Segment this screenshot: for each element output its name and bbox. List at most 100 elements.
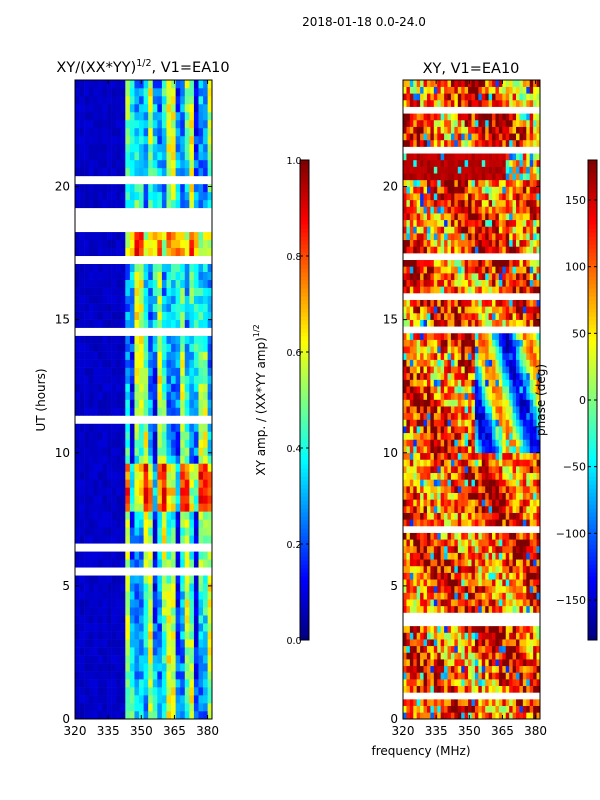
heatmap-cell	[433, 286, 438, 294]
heatmap-cell	[471, 426, 476, 434]
heatmap-cell	[444, 273, 448, 280]
heatmap-cell	[175, 95, 181, 105]
heatmap-cell	[502, 506, 507, 513]
heatmap-cell	[444, 565, 448, 573]
heatmap-cell	[111, 527, 117, 536]
heatmap-cell	[440, 279, 445, 287]
heatmap-cell	[93, 383, 99, 392]
heatmap-cell	[161, 391, 167, 400]
heatmap-cell	[481, 273, 486, 280]
heatmap-cell	[526, 439, 531, 447]
heatmap-cell	[454, 605, 459, 613]
heatmap-cell	[420, 506, 424, 513]
heatmap-cell	[157, 263, 163, 272]
heatmap-cell	[461, 552, 465, 560]
heatmap-cell	[207, 703, 213, 712]
heatmap-cell	[134, 279, 140, 288]
heatmap-cell	[492, 559, 496, 567]
heatmap-cell	[416, 392, 421, 400]
heatmap-cell	[166, 231, 172, 241]
heatmap-cell	[143, 623, 149, 632]
heatmap-cell	[193, 479, 199, 488]
heatmap-cell	[193, 311, 199, 320]
heatmap-cell	[180, 503, 186, 512]
heatmap-cell	[198, 439, 204, 448]
heatmap-cell	[134, 679, 140, 688]
heatmap-cell	[139, 80, 144, 89]
heatmap-cell	[440, 605, 445, 613]
heatmap-cell	[107, 431, 112, 440]
heatmap-cell	[171, 239, 176, 249]
heatmap-cell	[478, 352, 483, 360]
heatmap-cell	[485, 585, 489, 593]
heatmap-cell	[93, 663, 99, 672]
heatmap-cell	[125, 599, 131, 608]
heatmap-cell	[468, 306, 472, 314]
heatmap-cell	[139, 607, 144, 616]
heatmap-cell	[478, 479, 483, 487]
heatmap-cell	[84, 111, 90, 121]
heatmap-cell	[97, 303, 103, 312]
colorbar-step	[300, 172, 309, 177]
heatmap-cell	[171, 383, 176, 392]
heatmap-cell	[198, 167, 204, 177]
heatmap-cell	[533, 705, 537, 713]
heatmap-cell	[450, 652, 455, 660]
heatmap-cell	[198, 535, 204, 544]
heatmap-cell	[166, 247, 172, 257]
heatmap-cell	[450, 506, 455, 513]
heatmap-cell	[464, 565, 469, 573]
heatmap-cell	[171, 623, 176, 632]
heatmap-cell	[139, 359, 144, 368]
heatmap-cell	[509, 712, 513, 720]
heatmap-cell	[498, 486, 503, 493]
heatmap-cell	[198, 199, 204, 209]
heatmap-cell	[148, 551, 154, 560]
heatmap-cell	[512, 506, 517, 513]
heatmap-cell	[403, 599, 407, 607]
heatmap-cell	[171, 671, 176, 680]
heatmap-cell	[125, 679, 131, 688]
heatmap-cell	[478, 665, 483, 673]
heatmap-cell	[129, 343, 135, 352]
heatmap-cell	[403, 372, 407, 380]
heatmap-cell	[184, 679, 190, 688]
heatmap-cell	[505, 539, 510, 547]
heatmap-cell	[175, 655, 181, 664]
colorbar-step	[300, 452, 309, 457]
heatmap-cell	[416, 319, 421, 327]
heatmap-cell	[203, 151, 208, 161]
heatmap-cell	[116, 159, 122, 169]
heatmap-cell	[471, 665, 476, 673]
heatmap-cell	[495, 446, 500, 454]
heatmap-cell	[471, 632, 476, 640]
heatmap-cell	[180, 287, 186, 296]
heatmap-cell	[88, 631, 94, 640]
heatmap-cell	[97, 711, 103, 720]
heatmap-cell	[502, 679, 507, 687]
heatmap-cell	[522, 679, 527, 687]
heatmap-cell	[139, 695, 144, 704]
heatmap-cell	[207, 423, 213, 432]
heatmap-cell	[129, 663, 135, 672]
heatmap-cell	[474, 492, 479, 500]
heatmap-cell	[481, 592, 486, 600]
heatmap-cell	[450, 632, 455, 640]
heatmap-cell	[129, 599, 135, 608]
heatmap-cell	[107, 351, 112, 360]
heatmap-cell	[79, 87, 85, 97]
heatmap-cell	[107, 711, 112, 720]
heatmap-cell	[461, 439, 465, 447]
amplitude-colorbar-label: XY amp. / (XX*YY amp)1/2	[252, 324, 268, 475]
heatmap-cell	[93, 287, 99, 296]
heatmap-cell	[152, 655, 158, 664]
heatmap-cell	[409, 659, 414, 667]
heatmap-cell	[93, 463, 99, 472]
heatmap-cell	[509, 233, 513, 241]
heatmap-cell	[79, 191, 85, 201]
heatmap-cell	[481, 419, 486, 427]
heatmap-cell	[107, 607, 112, 616]
heatmap-cell	[505, 492, 510, 500]
heatmap-cell	[522, 565, 527, 573]
heatmap-cell	[134, 591, 140, 600]
